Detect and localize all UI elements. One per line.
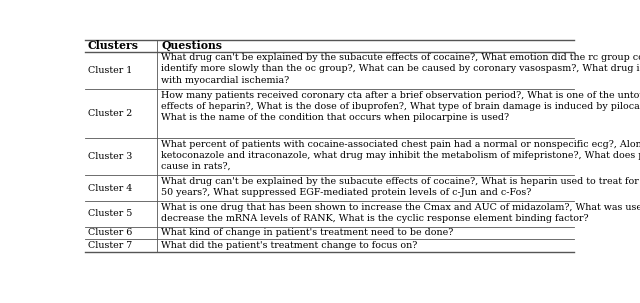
Text: How many patients received coronary cta after a brief observation period?, What : How many patients received coronary cta … [161, 91, 640, 122]
Text: Questions: Questions [161, 40, 222, 51]
Text: What did the patient's treatment change to focus on?: What did the patient's treatment change … [161, 241, 418, 250]
Text: Cluster 3: Cluster 3 [88, 152, 132, 161]
Text: What is one drug that has been shown to increase the Cmax and AUC of midazolam?,: What is one drug that has been shown to … [161, 203, 640, 223]
Text: What percent of patients with cocaine-associated chest pain had a normal or nons: What percent of patients with cocaine-as… [161, 140, 640, 171]
Text: Clusters: Clusters [88, 40, 139, 51]
Text: Cluster 4: Cluster 4 [88, 184, 132, 192]
Text: Cluster 2: Cluster 2 [88, 109, 132, 118]
Text: Cluster 7: Cluster 7 [88, 241, 132, 250]
Text: Cluster 5: Cluster 5 [88, 209, 132, 218]
Text: Cluster 6: Cluster 6 [88, 228, 132, 238]
Text: What kind of change in patient's treatment need to be done?: What kind of change in patient's treatme… [161, 228, 454, 237]
Text: What drug can't be explained by the subacute effects of cocaine?, What emotion d: What drug can't be explained by the suba… [161, 53, 640, 85]
Text: Cluster 1: Cluster 1 [88, 66, 132, 75]
Text: What drug can't be explained by the subacute effects of cocaine?, What is hepari: What drug can't be explained by the suba… [161, 177, 640, 197]
